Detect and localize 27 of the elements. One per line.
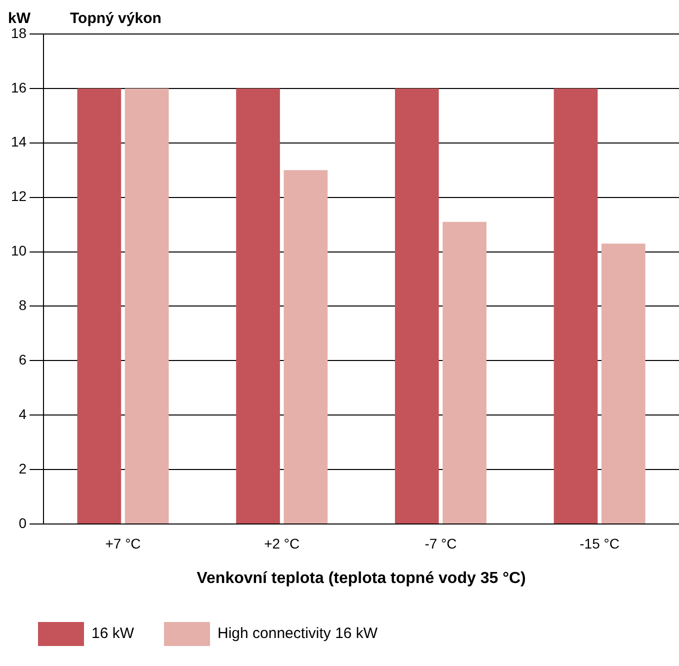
y-tick-label: 10 [10, 242, 27, 259]
legend-label: High connectivity 16 kW [218, 625, 378, 642]
x-tick-label: +7 °C [105, 535, 141, 552]
chart-title: Topný výkon [70, 10, 162, 27]
y-tick-label: 6 [18, 352, 27, 368]
legend-label: 16 kW [92, 625, 135, 642]
bar [442, 222, 486, 524]
y-tick-label: 18 [10, 24, 27, 41]
bar [554, 88, 598, 524]
bar [284, 170, 328, 524]
y-tick-label: 16 [10, 79, 27, 96]
y-tick-label: 14 [10, 134, 27, 150]
y-tick-label: 0 [18, 514, 27, 531]
x-tick-label: -7 °C [424, 535, 457, 552]
y-tick-label: 4 [18, 406, 27, 422]
x-axis-title: Venkovní teplota (teplota topné vody 35 °C) [196, 570, 526, 587]
bar [394, 88, 439, 524]
x-tick-label: -15 °C [580, 535, 620, 552]
y-tick-label: 8 [18, 297, 27, 314]
y-tick-label: 2 [18, 460, 27, 476]
bar [124, 88, 169, 524]
y-axis-title: kW [8, 10, 30, 27]
x-tick-label: +2 °C [264, 535, 300, 552]
bar [236, 88, 280, 524]
bar [601, 244, 646, 524]
y-tick-label: 12 [10, 188, 27, 204]
bar [77, 88, 122, 524]
